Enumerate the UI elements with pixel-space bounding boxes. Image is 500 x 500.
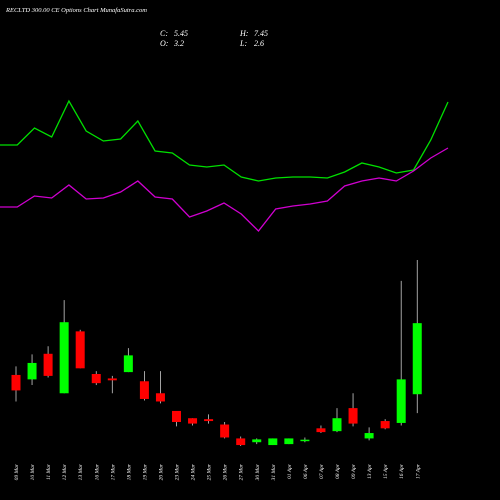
- candle-body: [75, 331, 85, 369]
- x-tick-label: 16 Mar: [94, 463, 100, 480]
- ohlc-value: 5.45: [174, 29, 188, 38]
- indicator-line: [0, 147, 449, 232]
- candle-body: [380, 421, 390, 429]
- candle-body: [123, 355, 133, 373]
- x-tick-label: 15 Apr: [383, 463, 389, 479]
- x-tick-label: 17 Mar: [110, 463, 116, 480]
- candle-body: [220, 424, 230, 438]
- chart-title: RECLTD 300.00 CE Options Chart MunafaSut…: [5, 7, 147, 14]
- candle-body: [27, 362, 37, 380]
- x-tick-label: 24 Mar: [190, 463, 197, 480]
- ohlc-value: 2.6: [254, 39, 264, 48]
- x-tick-label: 16 Apr: [399, 463, 405, 479]
- x-tick-label: 27 Mar: [239, 463, 245, 480]
- x-tick-label: 09 Mar: [14, 463, 20, 480]
- ohlc-label: L:: [239, 39, 247, 48]
- candle-body: [188, 418, 198, 424]
- ohlc-label: O:: [160, 39, 169, 48]
- candle-body: [139, 381, 149, 399]
- x-tick-label: 01 Apr: [287, 463, 293, 479]
- candle-body: [364, 433, 374, 439]
- candle-body: [284, 438, 294, 445]
- x-tick-label: 07 Apr: [319, 463, 325, 479]
- ohlc-label: H:: [239, 29, 249, 38]
- x-tick-label: 30 Mar: [255, 463, 261, 481]
- indicator-line: [0, 99, 449, 182]
- candle-body: [252, 439, 262, 443]
- ohlc-label: C:: [160, 29, 168, 38]
- x-tick-label: 26 Mar: [223, 463, 229, 480]
- candle-body: [204, 419, 214, 422]
- candle-body: [59, 322, 69, 394]
- x-tick-label: 11 Mar: [46, 463, 52, 480]
- candle-body: [107, 378, 117, 381]
- ohlc-value: 3.2: [173, 39, 184, 48]
- candle-body: [172, 410, 181, 422]
- x-tick-label: 13 Apr: [367, 463, 373, 479]
- x-tick-label: 08 Apr: [335, 463, 341, 479]
- x-tick-label: 31 Mar: [271, 463, 277, 481]
- x-tick-label: 10 Mar: [30, 463, 36, 480]
- candle-body: [332, 418, 342, 432]
- x-tick-label: 25 Mar: [207, 463, 213, 480]
- candle-body: [300, 439, 310, 442]
- candle-body: [412, 323, 422, 395]
- candle-body: [11, 374, 21, 391]
- x-tick-label: 20 Mar: [158, 463, 164, 480]
- candle-body: [316, 428, 326, 433]
- x-tick-label: 19 Mar: [142, 463, 148, 480]
- candle-body: [155, 393, 165, 402]
- x-tick-label: 23 Mar: [175, 463, 181, 480]
- ohlc-value: 7.45: [254, 29, 268, 38]
- x-tick-label: 17 Apr: [415, 463, 421, 479]
- x-tick-label: 12 Mar: [62, 463, 68, 480]
- candle-body: [348, 408, 358, 424]
- candle-body: [268, 438, 278, 446]
- candle-body: [91, 374, 101, 384]
- candle-body: [236, 438, 246, 446]
- x-tick-label: 09 Apr: [351, 463, 357, 479]
- candle-body: [43, 353, 53, 376]
- x-tick-label: 13 Mar: [78, 463, 84, 480]
- candle-body: [396, 379, 406, 423]
- x-tick-label: 06 Apr: [303, 463, 309, 479]
- x-tick-label: 18 Mar: [126, 463, 132, 480]
